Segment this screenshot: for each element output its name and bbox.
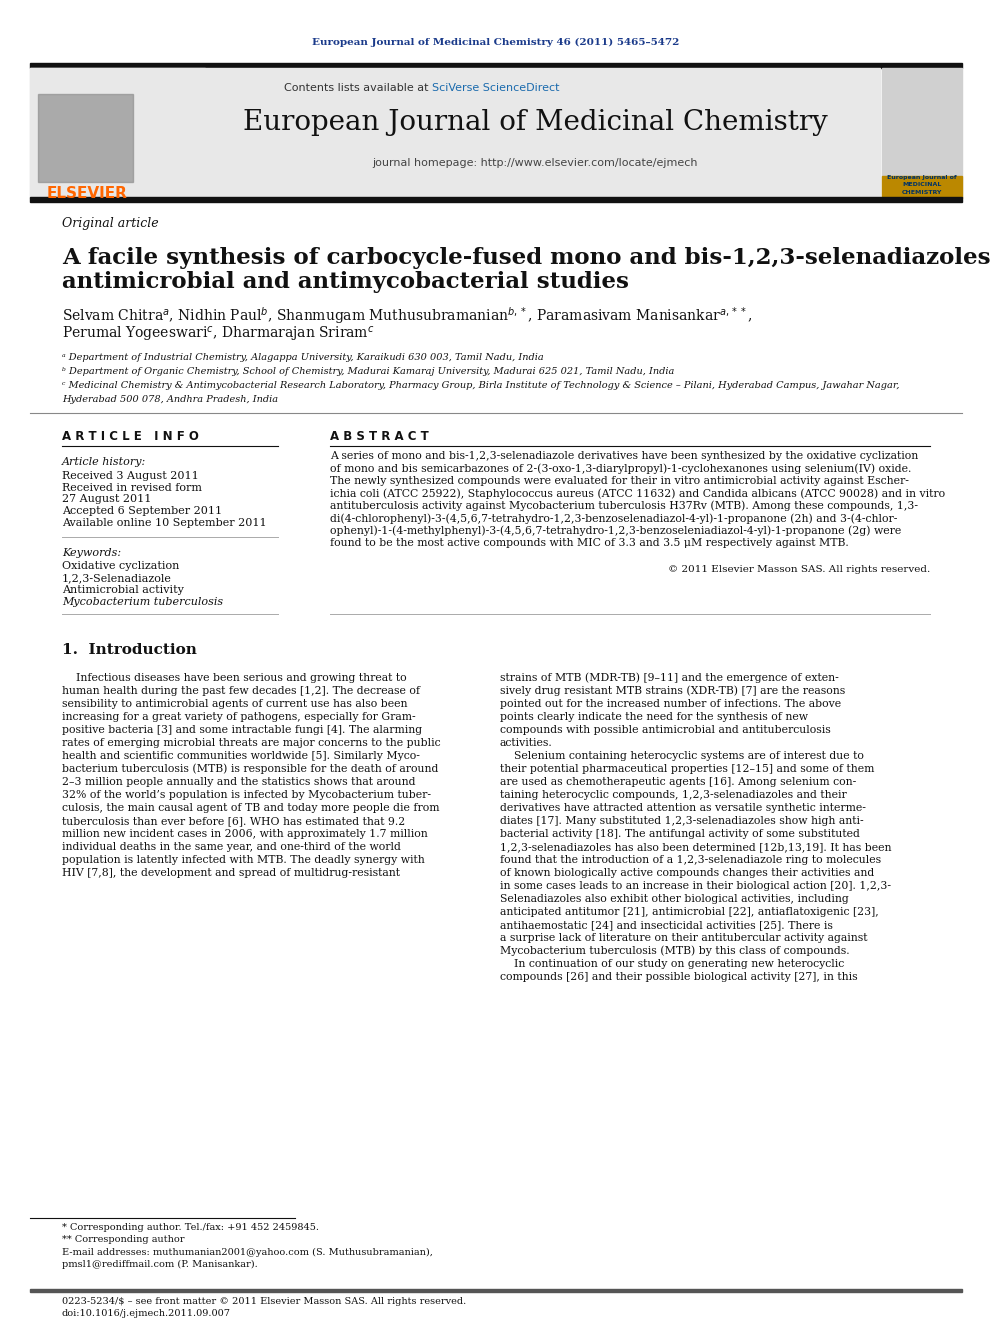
- Text: 32% of the world’s population is infected by Mycobacterium tuber-: 32% of the world’s population is infecte…: [62, 790, 431, 800]
- Text: Keywords:: Keywords:: [62, 548, 121, 558]
- Text: sensibility to antimicrobial agents of current use has also been: sensibility to antimicrobial agents of c…: [62, 699, 408, 709]
- Text: Infectious diseases have been serious and growing threat to: Infectious diseases have been serious an…: [62, 673, 407, 683]
- Text: anticipated antitumor [21], antimicrobial [22], antiaflatoxigenic [23],: anticipated antitumor [21], antimicrobia…: [500, 908, 879, 917]
- Text: Available online 10 September 2011: Available online 10 September 2011: [62, 519, 267, 528]
- Text: their potential pharmaceutical properties [12–15] and some of them: their potential pharmaceutical propertie…: [500, 763, 874, 774]
- Text: journal homepage: http://www.elsevier.com/locate/ejmech: journal homepage: http://www.elsevier.co…: [372, 157, 697, 168]
- Text: Hyderabad 500 078, Andhra Pradesh, India: Hyderabad 500 078, Andhra Pradesh, India: [62, 394, 278, 404]
- Text: di(4-chlorophenyl)-3-(4,5,6,7-tetrahydro-1,2,3-benzoselenadiazol-4-yl)-1-propano: di(4-chlorophenyl)-3-(4,5,6,7-tetrahydro…: [330, 513, 898, 524]
- Text: rates of emerging microbial threats are major concerns to the public: rates of emerging microbial threats are …: [62, 738, 440, 747]
- Bar: [30, 67, 205, 198]
- Text: a surprise lack of literature on their antitubercular activity against: a surprise lack of literature on their a…: [500, 933, 867, 943]
- Text: tuberculosis than ever before [6]. WHO has estimated that 9.2: tuberculosis than ever before [6]. WHO h…: [62, 816, 406, 826]
- Text: European Journal of Medicinal Chemistry: European Journal of Medicinal Chemistry: [243, 108, 827, 135]
- Bar: [882, 176, 962, 198]
- Text: found to be the most active compounds with MIC of 3.3 and 3.5 μM respectively ag: found to be the most active compounds wi…: [330, 538, 849, 549]
- Text: In continuation of our study on generating new heterocyclic: In continuation of our study on generati…: [500, 959, 844, 968]
- Text: HIV [7,8], the development and spread of multidrug-resistant: HIV [7,8], the development and spread of…: [62, 868, 400, 878]
- Text: 27 August 2011: 27 August 2011: [62, 493, 152, 504]
- Bar: [30, 67, 880, 198]
- Text: positive bacteria [3] and some intractable fungi [4]. The alarming: positive bacteria [3] and some intractab…: [62, 725, 423, 736]
- Text: strains of MTB (MDR-TB) [9–11] and the emergence of exten-: strains of MTB (MDR-TB) [9–11] and the e…: [500, 672, 839, 683]
- Text: bacterium tuberculosis (MTB) is responsible for the death of around: bacterium tuberculosis (MTB) is responsi…: [62, 763, 438, 774]
- Text: million new incident cases in 2006, with approximately 1.7 million: million new incident cases in 2006, with…: [62, 830, 428, 839]
- Text: found that the introduction of a 1,2,3-selenadiazole ring to molecules: found that the introduction of a 1,2,3-s…: [500, 855, 881, 865]
- Text: culosis, the main causal agent of TB and today more people die from: culosis, the main causal agent of TB and…: [62, 803, 439, 814]
- Bar: [30, 64, 962, 67]
- Bar: [882, 67, 962, 198]
- Text: ophenyl)-1-(4-methylphenyl)-3-(4,5,6,7-tetrahydro-1,2,3-benzoseleniadiazol-4-yl): ophenyl)-1-(4-methylphenyl)-3-(4,5,6,7-t…: [330, 525, 902, 536]
- Text: pmsl1@rediffmail.com (P. Manisankar).: pmsl1@rediffmail.com (P. Manisankar).: [62, 1259, 258, 1269]
- Text: A facile synthesis of carbocycle-fused mono and bis-1,2,3-selenadiazoles and the: A facile synthesis of carbocycle-fused m…: [62, 247, 992, 269]
- Text: are used as chemotherapeutic agents [16]. Among selenium con-: are used as chemotherapeutic agents [16]…: [500, 777, 856, 787]
- Text: Accepted 6 September 2011: Accepted 6 September 2011: [62, 505, 222, 516]
- Text: Received in revised form: Received in revised form: [62, 483, 202, 493]
- Text: Received 3 August 2011: Received 3 August 2011: [62, 471, 198, 482]
- Text: antituberculosis activity against Mycobacterium tuberculosis H37Rv (MTB). Among : antituberculosis activity against Mycoba…: [330, 500, 918, 511]
- Bar: [38, 94, 133, 183]
- Text: health and scientific communities worldwide [5]. Similarly Myco-: health and scientific communities worldw…: [62, 751, 420, 761]
- Text: * Corresponding author. Tel./fax: +91 452 2459845.: * Corresponding author. Tel./fax: +91 45…: [62, 1224, 319, 1233]
- Text: ᵇ Department of Organic Chemistry, School of Chemistry, Madurai Kamaraj Universi: ᵇ Department of Organic Chemistry, Schoo…: [62, 368, 675, 377]
- Text: taining heterocyclic compounds, 1,2,3-selenadiazoles and their: taining heterocyclic compounds, 1,2,3-se…: [500, 790, 847, 800]
- Text: ELSEVIER: ELSEVIER: [47, 185, 127, 201]
- Text: antihaemostatic [24] and insecticidal activities [25]. There is: antihaemostatic [24] and insecticidal ac…: [500, 919, 833, 930]
- Text: Original article: Original article: [62, 217, 159, 230]
- Bar: [30, 1289, 962, 1293]
- Text: increasing for a great variety of pathogens, especially for Gram-: increasing for a great variety of pathog…: [62, 712, 416, 722]
- Text: antimicrobial and antimycobacterial studies: antimicrobial and antimycobacterial stud…: [62, 271, 629, 292]
- Text: © 2011 Elsevier Masson SAS. All rights reserved.: © 2011 Elsevier Masson SAS. All rights r…: [668, 565, 930, 574]
- Text: points clearly indicate the need for the synthesis of new: points clearly indicate the need for the…: [500, 712, 808, 722]
- Text: E-mail addresses: muthumanian2001@yahoo.com (S. Muthusubramanian),: E-mail addresses: muthumanian2001@yahoo.…: [62, 1248, 433, 1257]
- Text: ᶜ Medicinal Chemistry & Antimycobacterial Research Laboratory, Pharmacy Group, B: ᶜ Medicinal Chemistry & Antimycobacteria…: [62, 381, 900, 390]
- Text: diates [17]. Many substituted 1,2,3-selenadiazoles show high anti-: diates [17]. Many substituted 1,2,3-sele…: [500, 816, 864, 826]
- Text: 0223-5234/$ – see front matter © 2011 Elsevier Masson SAS. All rights reserved.: 0223-5234/$ – see front matter © 2011 El…: [62, 1298, 466, 1307]
- Text: of mono and bis semicarbazones of 2-(3-oxo-1,3-diarylpropyl)-1-cyclohexanones us: of mono and bis semicarbazones of 2-(3-o…: [330, 463, 912, 474]
- Text: bacterial activity [18]. The antifungal activity of some substituted: bacterial activity [18]. The antifungal …: [500, 830, 860, 839]
- Text: Perumal Yogeeswari$^c$, Dharmarajan Sriram$^c$: Perumal Yogeeswari$^c$, Dharmarajan Srir…: [62, 324, 375, 344]
- Text: ᵃ Department of Industrial Chemistry, Alagappa University, Karaikudi 630 003, Ta: ᵃ Department of Industrial Chemistry, Al…: [62, 353, 544, 363]
- Text: compounds with possible antimicrobial and antituberculosis: compounds with possible antimicrobial an…: [500, 725, 830, 736]
- Text: Oxidative cyclization: Oxidative cyclization: [62, 561, 180, 572]
- Text: population is latently infected with MTB. The deadly synergy with: population is latently infected with MTB…: [62, 855, 425, 865]
- Text: individual deaths in the same year, and one-third of the world: individual deaths in the same year, and …: [62, 841, 401, 852]
- Text: A R T I C L E   I N F O: A R T I C L E I N F O: [62, 430, 198, 442]
- Text: SciVerse ScienceDirect: SciVerse ScienceDirect: [432, 83, 559, 93]
- Text: pointed out for the increased number of infections. The above: pointed out for the increased number of …: [500, 699, 841, 709]
- Text: A series of mono and bis-1,2,3-selenadiazole derivatives have been synthesized b: A series of mono and bis-1,2,3-selenadia…: [330, 451, 919, 460]
- Text: 2–3 million people annually and the statistics shows that around: 2–3 million people annually and the stat…: [62, 777, 416, 787]
- Text: compounds [26] and their possible biological activity [27], in this: compounds [26] and their possible biolog…: [500, 972, 858, 982]
- Text: activities.: activities.: [500, 738, 553, 747]
- Text: Selenadiazoles also exhibit other biological activities, including: Selenadiazoles also exhibit other biolog…: [500, 894, 849, 904]
- Text: Mycobacterium tuberculosis: Mycobacterium tuberculosis: [62, 597, 223, 607]
- Text: European Journal of
MEDICINAL
CHEMISTRY: European Journal of MEDICINAL CHEMISTRY: [887, 176, 957, 194]
- Text: 1,2,3-Selenadiazole: 1,2,3-Selenadiazole: [62, 573, 172, 583]
- Text: Antimicrobial activity: Antimicrobial activity: [62, 585, 184, 595]
- Text: ichia coli (ATCC 25922), Staphylococcus aureus (ATCC 11632) and Candida albicans: ichia coli (ATCC 25922), Staphylococcus …: [330, 488, 945, 499]
- Text: in some cases leads to an increase in their biological action [20]. 1,2,3-: in some cases leads to an increase in th…: [500, 881, 891, 890]
- Text: human health during the past few decades [1,2]. The decrease of: human health during the past few decades…: [62, 687, 420, 696]
- Text: Selenium containing heterocyclic systems are of interest due to: Selenium containing heterocyclic systems…: [500, 751, 864, 761]
- Text: derivatives have attracted attention as versatile synthetic interme-: derivatives have attracted attention as …: [500, 803, 866, 814]
- Text: Contents lists available at: Contents lists available at: [284, 83, 432, 93]
- Bar: [30, 197, 962, 202]
- Text: Article history:: Article history:: [62, 456, 146, 467]
- Text: A B S T R A C T: A B S T R A C T: [330, 430, 429, 442]
- Text: of known biologically active compounds changes their activities and: of known biologically active compounds c…: [500, 868, 874, 878]
- Text: The newly synthesized compounds were evaluated for their in vitro antimicrobial : The newly synthesized compounds were eva…: [330, 476, 909, 486]
- Text: doi:10.1016/j.ejmech.2011.09.007: doi:10.1016/j.ejmech.2011.09.007: [62, 1310, 231, 1319]
- Text: 1.  Introduction: 1. Introduction: [62, 643, 196, 658]
- Text: ** Corresponding author: ** Corresponding author: [62, 1236, 185, 1245]
- Text: sively drug resistant MTB strains (XDR-TB) [7] are the reasons: sively drug resistant MTB strains (XDR-T…: [500, 685, 845, 696]
- Text: Mycobacterium tuberculosis (MTB) by this class of compounds.: Mycobacterium tuberculosis (MTB) by this…: [500, 946, 849, 957]
- Text: 1,2,3-selenadiazoles has also been determined [12b,13,19]. It has been: 1,2,3-selenadiazoles has also been deter…: [500, 841, 892, 852]
- Text: Selvam Chitra$^a$, Nidhin Paul$^b$, Shanmugam Muthusubramanian$^{b,*}$, Paramasi: Selvam Chitra$^a$, Nidhin Paul$^b$, Shan…: [62, 306, 753, 327]
- Text: European Journal of Medicinal Chemistry 46 (2011) 5465–5472: European Journal of Medicinal Chemistry …: [312, 37, 680, 46]
